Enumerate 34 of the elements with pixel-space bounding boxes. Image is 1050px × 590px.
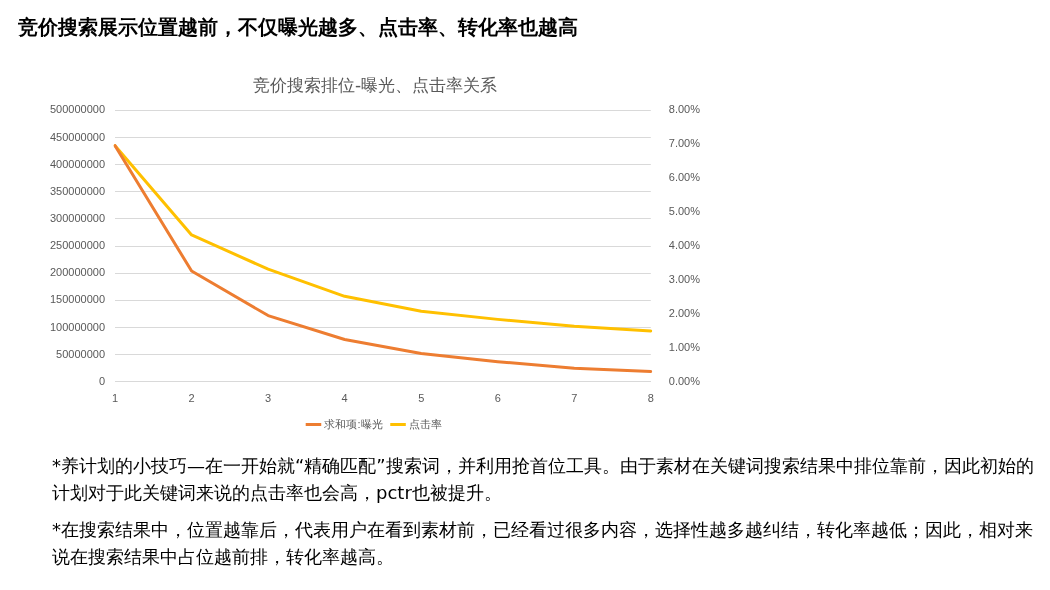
- chart-subtitle: 竞价搜索排位-曝光、点击率关系: [252, 74, 498, 95]
- y2-tick-label: 2.00%: [668, 306, 701, 319]
- x-tick-label: 2: [188, 392, 195, 405]
- text: *在搜索结果中，位置越靠后，代表用户在看到素材前，已经看过很多内容，选择性越多越纠结，转化率越低；因此，相对来说在搜索结果中占位越前排，转化率越高。: [52, 518, 1034, 569]
- x-tick-label: 8: [647, 392, 654, 405]
- x-tick-label: 1: [112, 392, 119, 405]
- legend-label: 点击率: [409, 417, 443, 430]
- y-tick-label: 100000000: [50, 320, 106, 333]
- text: *养计划的小技巧—在一开始就“精确匹配”搜索词，并利用抢首位工具。由于素材在关键词搜索结果中排位靠前，因此初始的计划对于此关键词来说的点击率也会高，pctr也被提升。: [52, 454, 1035, 505]
- y-tick-label: 500000000: [50, 103, 106, 116]
- y2-tick-label: 4.00%: [668, 239, 701, 252]
- y-tick-label: 150000000: [50, 293, 106, 306]
- x-tick-label: 3: [265, 392, 272, 405]
- y-tick-label: 250000000: [50, 239, 106, 252]
- y-tick-label: 450000000: [50, 130, 106, 143]
- y-tick-label: 200000000: [50, 266, 106, 279]
- y-tick-label: 50000000: [56, 347, 106, 360]
- y2-tick-label: 6.00%: [668, 171, 701, 184]
- y2-tick-label: 8.00%: [668, 103, 701, 116]
- y2-tick-label: 3.00%: [668, 273, 701, 286]
- y2-tick-label: 7.00%: [668, 137, 701, 150]
- y-tick-label: 300000000: [50, 211, 106, 224]
- x-tick-label: 6: [494, 392, 501, 405]
- y2-tick-label: 1.00%: [668, 340, 701, 353]
- y2-tick-label: 0.00%: [668, 374, 701, 387]
- y-tick-label: 400000000: [50, 157, 106, 170]
- chart-title: 竞价搜索展示位置越前，不仅曝光越多、点击率、转化率也越高: [18, 14, 578, 41]
- x-tick-label: 5: [418, 392, 425, 405]
- y-tick-label: 0: [98, 374, 106, 387]
- x-tick-label: 7: [571, 392, 578, 405]
- y2-tick-label: 5.00%: [668, 205, 701, 218]
- y-tick-label: 350000000: [50, 184, 106, 197]
- legend-label: 求和项:曝光: [324, 417, 383, 430]
- x-tick-label: 4: [341, 392, 348, 405]
